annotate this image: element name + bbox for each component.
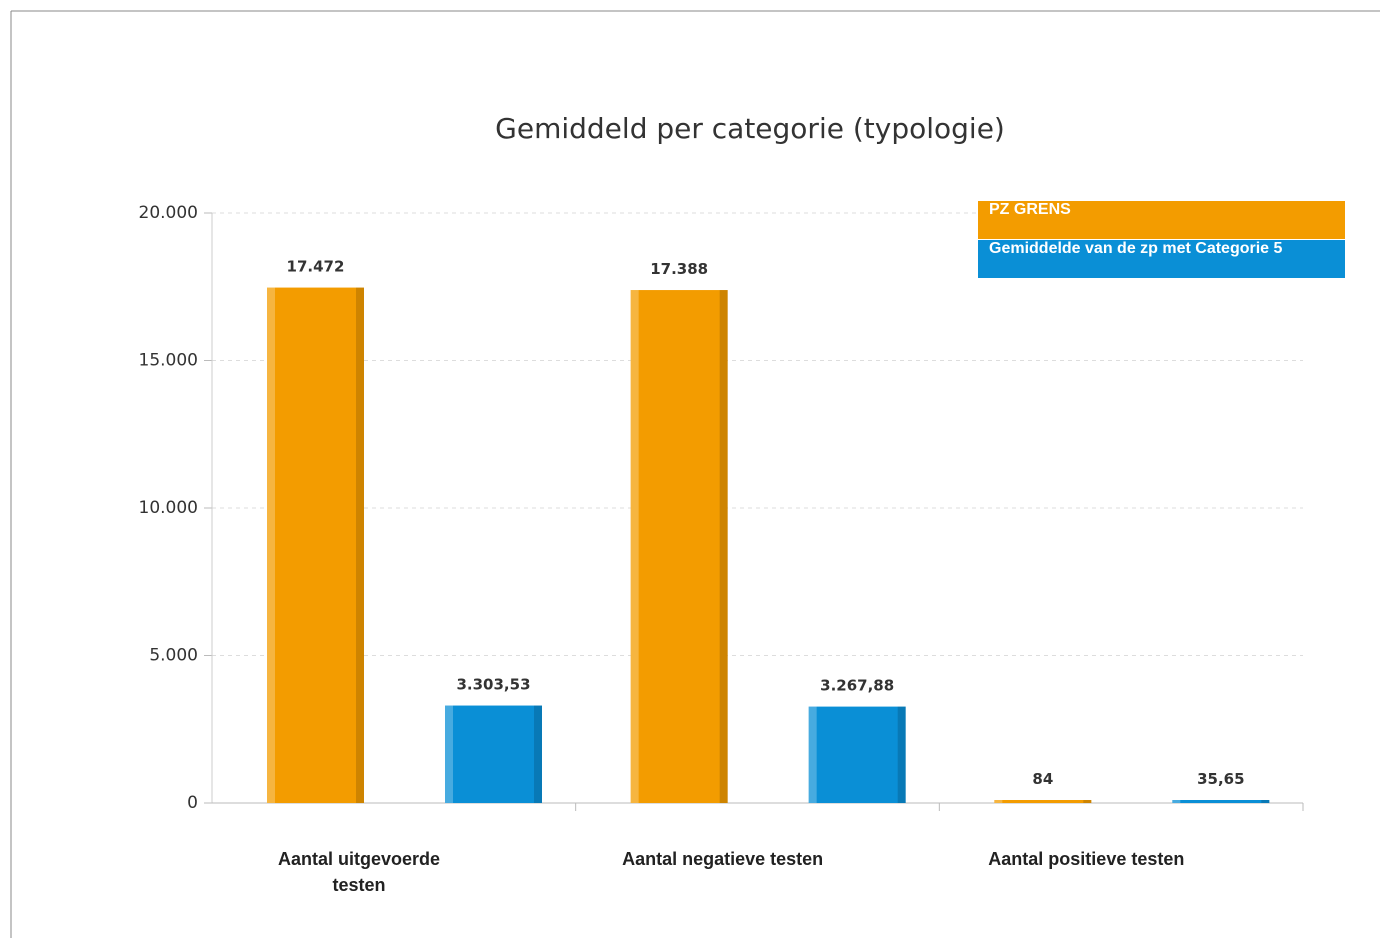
chart-title: Gemiddeld per categorie (typologie) xyxy=(495,112,1005,145)
y-tick-label: 5.000 xyxy=(149,646,198,666)
y-tick-label: 20.000 xyxy=(139,203,198,223)
bar-shade-right xyxy=(356,287,364,803)
x-tick-label: Aantal negatieve testen xyxy=(622,849,824,869)
bar-shade-right xyxy=(534,705,542,803)
data-label: 17.472 xyxy=(287,258,345,276)
bar xyxy=(267,287,364,803)
bar xyxy=(445,705,542,803)
bar-shade-left xyxy=(1172,800,1181,803)
bar xyxy=(1172,800,1270,803)
bar xyxy=(808,706,906,803)
legend-entry: Gemiddelde van de zp met Categorie 5 xyxy=(978,240,1345,278)
bar-shade-right xyxy=(1083,800,1092,803)
y-tick-label: 10.000 xyxy=(139,498,198,518)
data-label: 35,65 xyxy=(1197,770,1244,788)
bar-shade-left xyxy=(808,706,817,803)
bar-shade-right xyxy=(1261,800,1270,803)
data-label: 17.388 xyxy=(650,260,708,278)
bar-shade-left xyxy=(445,705,453,803)
x-tick-label: Aantal positieve testen xyxy=(988,849,1185,869)
bar xyxy=(630,290,728,804)
bar-shade-left xyxy=(267,287,275,803)
bar-shade-right xyxy=(897,706,906,803)
legend-entry: PZ GRENS xyxy=(978,201,1345,239)
x-tick-label: Aantal uitgevoerde testen xyxy=(277,849,441,895)
data-label: 3.267,88 xyxy=(820,677,894,695)
bar-shade-left xyxy=(630,290,639,804)
data-label: 84 xyxy=(1032,770,1053,788)
bar-shade-left xyxy=(994,800,1003,803)
y-tick-label: 15.000 xyxy=(139,351,198,371)
bar xyxy=(994,800,1092,803)
bar-shade-right xyxy=(719,290,728,804)
data-label: 3.303,53 xyxy=(456,676,530,694)
y-tick-label: 0 xyxy=(187,793,198,813)
